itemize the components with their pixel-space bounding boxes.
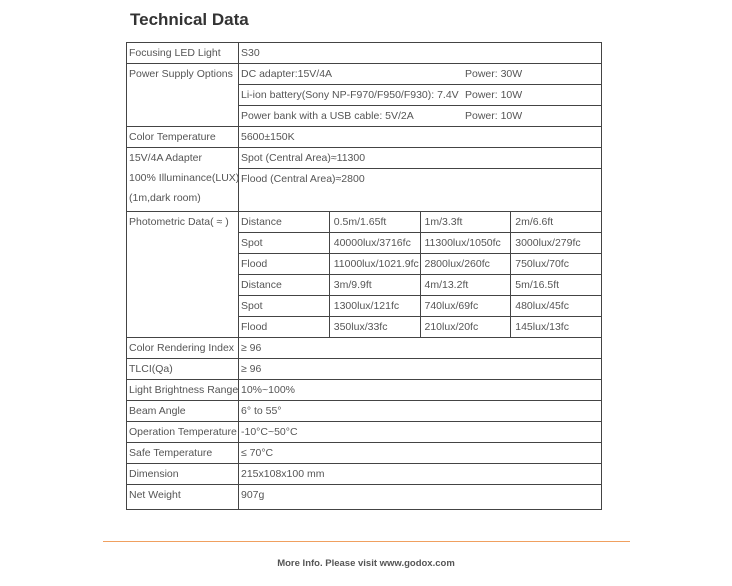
power-source: DC adapter:15V/4A — [241, 68, 333, 80]
row-label: Power Supply Options — [126, 63, 239, 127]
table-row: Color Temperature 5600±150K — [126, 126, 602, 148]
photometric-cell: 740lux/69fc — [419, 295, 512, 317]
label-line: 100% Illuminance(LUX) — [129, 172, 239, 184]
row-value: 215x108x100 mm — [238, 463, 602, 485]
power-value: Power: 30W — [465, 68, 523, 80]
photometric-cell: 11300lux/1050fc — [419, 232, 512, 254]
photometric-cell: 11000lux/1021.9fc — [328, 253, 421, 275]
photometric-cell: 1m/3.3ft — [419, 211, 512, 233]
row-label: Color Temperature — [126, 126, 239, 148]
table-row: Safe Temperature ≤ 70°C — [126, 442, 602, 464]
photometric-cell: 350lux/33fc — [328, 316, 421, 338]
footer-divider — [103, 541, 630, 542]
table-row: Distance 3m/9.9ft 4m/13.2ft 5m/16.5ft — [127, 274, 602, 296]
label-line: 15V/4A Adapter — [129, 152, 202, 164]
row-value: S30 — [238, 42, 602, 64]
power-source: Power bank with a USB cable: 5V/2A — [241, 110, 414, 122]
power-value: Power: 10W — [465, 110, 523, 122]
table-row: Color Rendering Index ≥ 96 — [126, 337, 602, 359]
row-label: Light Brightness Range — [126, 379, 239, 401]
row-label: Color Rendering Index — [126, 337, 239, 359]
table-row: Beam Angle 6° to 55° — [126, 400, 602, 422]
table-row: Power Supply Options DC adapter:15V/4A Po… — [126, 63, 602, 127]
table-row: Spot 1300lux/121fc 740lux/69fc 480lux/45… — [127, 295, 602, 317]
photometric-cell: 1300lux/121fc — [328, 295, 421, 317]
table-row: TLCI(Qa) ≥ 96 — [126, 358, 602, 380]
photometric-cell: 145lux/13fc — [510, 316, 602, 338]
power-value: Power: 10W — [465, 89, 523, 101]
row-value: 10%~100% — [238, 379, 602, 401]
row-label: Beam Angle — [126, 400, 239, 422]
table-row: Power bank with a USB cable: 5V/2A Power:… — [127, 105, 602, 127]
photometric-type: Spot — [238, 232, 330, 254]
power-option: Li-ion battery(Sony NP-F970/F950/F930): … — [238, 84, 602, 106]
power-source: Li-ion battery(Sony NP-F970/F950/F930): … — [241, 89, 459, 101]
photometric-cell: 3000lux/279fc — [510, 232, 602, 254]
photometric-cell: 480lux/45fc — [510, 295, 602, 317]
row-label: Focusing LED Light — [126, 42, 239, 64]
row-value: ≤ 70°C — [238, 442, 602, 464]
table-row: Operation Temperature -10°C~50°C — [126, 421, 602, 443]
table-row: Li-ion battery(Sony NP-F970/F950/F930): … — [127, 84, 602, 106]
photometric-type: Distance — [238, 211, 330, 233]
photometric-type: Distance — [238, 274, 330, 296]
illuminance-flood: Flood (Central Area)≈2800 — [238, 168, 602, 212]
row-value: -10°C~50°C — [238, 421, 602, 443]
photometric-type: Spot — [238, 295, 330, 317]
row-label: TLCI(Qa) — [126, 358, 239, 380]
table-row: 15V/4A Adapter 100% Illuminance(LUX) (1m… — [126, 147, 602, 212]
row-value: 907g — [238, 484, 602, 510]
row-label: Dimension — [126, 463, 239, 485]
table-row: Photometric Data( ≈ ) Distance 0.5m/1.65… — [126, 211, 602, 338]
photometric-cell: 3m/9.9ft — [328, 274, 421, 296]
photometric-cell: 750lux/70fc — [510, 253, 602, 275]
row-value: ≥ 96 — [238, 358, 602, 380]
table-row: Light Brightness Range 10%~100% — [126, 379, 602, 401]
page-title: Technical Data — [130, 10, 249, 29]
table-row: Dimension 215x108x100 mm — [126, 463, 602, 485]
photometric-cell: 2m/6.6ft — [510, 211, 602, 233]
photometric-type: Flood — [238, 316, 330, 338]
photometric-cell: 5m/16.5ft — [510, 274, 602, 296]
table-row: Focusing LED Light S30 — [126, 42, 602, 64]
illuminance-spot: Spot (Central Area)≈11300 — [238, 147, 602, 169]
table-row: Flood 11000lux/1021.9fc 2800lux/260fc 75… — [127, 253, 602, 275]
power-option: Power bank with a USB cable: 5V/2A Power:… — [238, 105, 602, 127]
table-row: Net Weight 907g — [126, 484, 602, 510]
row-label: 15V/4A Adapter 100% Illuminance(LUX) (1m… — [126, 147, 239, 212]
row-value: ≥ 96 — [238, 337, 602, 359]
photometric-cell: 210lux/20fc — [419, 316, 512, 338]
row-value: 5600±150K — [238, 126, 602, 148]
photometric-cell: 4m/13.2ft — [419, 274, 512, 296]
row-label: Safe Temperature — [126, 442, 239, 464]
row-label: Operation Temperature — [126, 421, 239, 443]
row-label: Net Weight — [126, 484, 239, 510]
table-row: Flood 350lux/33fc 210lux/20fc 145lux/13f… — [127, 316, 602, 338]
footer-text: More Info. Please visit www.godox.com — [277, 558, 455, 569]
photometric-cell: 2800lux/260fc — [419, 253, 512, 275]
photometric-cell: 0.5m/1.65ft — [328, 211, 421, 233]
photometric-type: Flood — [238, 253, 330, 275]
power-option: DC adapter:15V/4A Power: 30W — [238, 63, 602, 85]
row-value: 6° to 55° — [238, 400, 602, 422]
photometric-cell: 40000lux/3716fc — [328, 232, 421, 254]
row-label: Photometric Data( ≈ ) — [126, 211, 239, 338]
label-line: (1m,dark room) — [129, 192, 201, 204]
spec-table: Focusing LED Light S30 Power Supply Opti… — [126, 42, 602, 510]
